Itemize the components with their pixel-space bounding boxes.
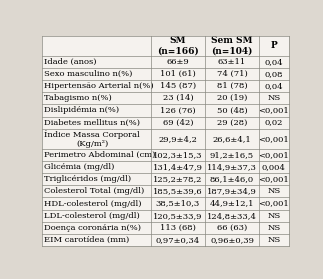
Text: 124,8±33,4: 124,8±33,4 [207, 212, 257, 220]
Text: Idade (anos): Idade (anos) [44, 58, 97, 66]
Bar [42, 36, 289, 56]
Text: 29 (28): 29 (28) [217, 119, 247, 127]
Bar [42, 56, 289, 68]
Text: 131,4±47,9: 131,4±47,9 [153, 163, 203, 171]
Text: NS: NS [267, 187, 281, 195]
Text: NS: NS [267, 224, 281, 232]
Text: EIM carotídea (mm): EIM carotídea (mm) [44, 236, 130, 244]
Text: <0,001: <0,001 [258, 199, 289, 208]
Text: 66±9: 66±9 [166, 58, 189, 66]
Text: 0,04: 0,04 [265, 82, 283, 90]
Text: 86,1±46,0: 86,1±46,0 [210, 175, 254, 183]
Text: 63±11: 63±11 [218, 58, 246, 66]
Text: 44,9±12,1: 44,9±12,1 [210, 199, 254, 208]
Text: Colesterol Total (mg/dl): Colesterol Total (mg/dl) [44, 187, 145, 195]
Text: 185,5±39,6: 185,5±39,6 [153, 187, 203, 195]
Text: P: P [271, 41, 277, 50]
Bar [42, 80, 289, 92]
Text: 102,3±15,3: 102,3±15,3 [153, 151, 203, 159]
Text: 91,2±16,5: 91,2±16,5 [210, 151, 254, 159]
Bar [42, 173, 289, 185]
Text: Perimetro Abdominal (cm): Perimetro Abdominal (cm) [44, 151, 156, 159]
Text: 0,04: 0,04 [265, 58, 283, 66]
Text: NS: NS [267, 212, 281, 220]
Bar [42, 104, 289, 117]
Text: Doença coronária n(%): Doença coronária n(%) [44, 224, 141, 232]
Text: 0,004: 0,004 [262, 163, 286, 171]
Text: 74 (71): 74 (71) [217, 70, 247, 78]
Text: HDL-colesterol (mg/dl): HDL-colesterol (mg/dl) [44, 199, 142, 208]
Text: Dislipidémia n(%): Dislipidémia n(%) [44, 106, 120, 114]
Text: 81 (78): 81 (78) [217, 82, 247, 90]
Text: 20 (19): 20 (19) [217, 94, 247, 102]
Bar [42, 117, 289, 129]
Text: 69 (42): 69 (42) [162, 119, 193, 127]
Text: 29,9±4,2: 29,9±4,2 [158, 135, 197, 143]
Text: 114,9±37,3: 114,9±37,3 [207, 163, 257, 171]
Text: NS: NS [267, 94, 281, 102]
Text: 50 (48): 50 (48) [217, 106, 247, 114]
Text: 0,08: 0,08 [265, 70, 283, 78]
Text: 66 (63): 66 (63) [217, 224, 247, 232]
Text: LDL-colesterol (mg/dl): LDL-colesterol (mg/dl) [44, 212, 140, 220]
Text: Sem SM
(n=104): Sem SM (n=104) [211, 35, 253, 56]
Text: Índice Massa Corporal
(Kg/m²): Índice Massa Corporal (Kg/m²) [44, 129, 140, 148]
Text: Diabetes mellitus n(%): Diabetes mellitus n(%) [44, 119, 141, 127]
Text: 125,2±78,2: 125,2±78,2 [153, 175, 203, 183]
Bar [42, 222, 289, 234]
Text: 126 (76): 126 (76) [160, 106, 196, 114]
Bar [42, 68, 289, 80]
Bar [42, 129, 289, 149]
Text: <0,001: <0,001 [258, 106, 289, 114]
Text: SM
(n=166): SM (n=166) [157, 35, 199, 56]
Text: 187,9±34,9: 187,9±34,9 [207, 187, 257, 195]
Text: 0,02: 0,02 [265, 119, 283, 127]
Text: Tabagismo n(%): Tabagismo n(%) [44, 94, 112, 102]
Text: 113 (68): 113 (68) [160, 224, 196, 232]
Text: 26,6±4,1: 26,6±4,1 [213, 135, 251, 143]
Text: <0,001: <0,001 [258, 151, 289, 159]
Bar [42, 92, 289, 104]
Bar [42, 234, 289, 246]
Bar [42, 210, 289, 222]
Text: Hipertensão Arterial n(%): Hipertensão Arterial n(%) [44, 82, 154, 90]
Text: 101 (61): 101 (61) [160, 70, 196, 78]
Text: 0,97±0,34: 0,97±0,34 [156, 236, 200, 244]
Text: NS: NS [267, 236, 281, 244]
Bar [42, 161, 289, 173]
Text: <0,001: <0,001 [258, 175, 289, 183]
Bar [42, 149, 289, 161]
Text: Glicémia (mg/dl): Glicémia (mg/dl) [44, 163, 115, 171]
Bar [42, 198, 289, 210]
Text: 38,5±10,3: 38,5±10,3 [156, 199, 200, 208]
Text: Triglicéridos (mg/dl): Triglicéridos (mg/dl) [44, 175, 131, 183]
Text: <0,001: <0,001 [258, 135, 289, 143]
Text: 145 (87): 145 (87) [160, 82, 196, 90]
Text: 120,5±33,9: 120,5±33,9 [153, 212, 203, 220]
Text: 0,96±0,39: 0,96±0,39 [210, 236, 254, 244]
Text: 23 (14): 23 (14) [162, 94, 193, 102]
Bar [42, 185, 289, 198]
Text: Sexo masculino n(%): Sexo masculino n(%) [44, 70, 133, 78]
